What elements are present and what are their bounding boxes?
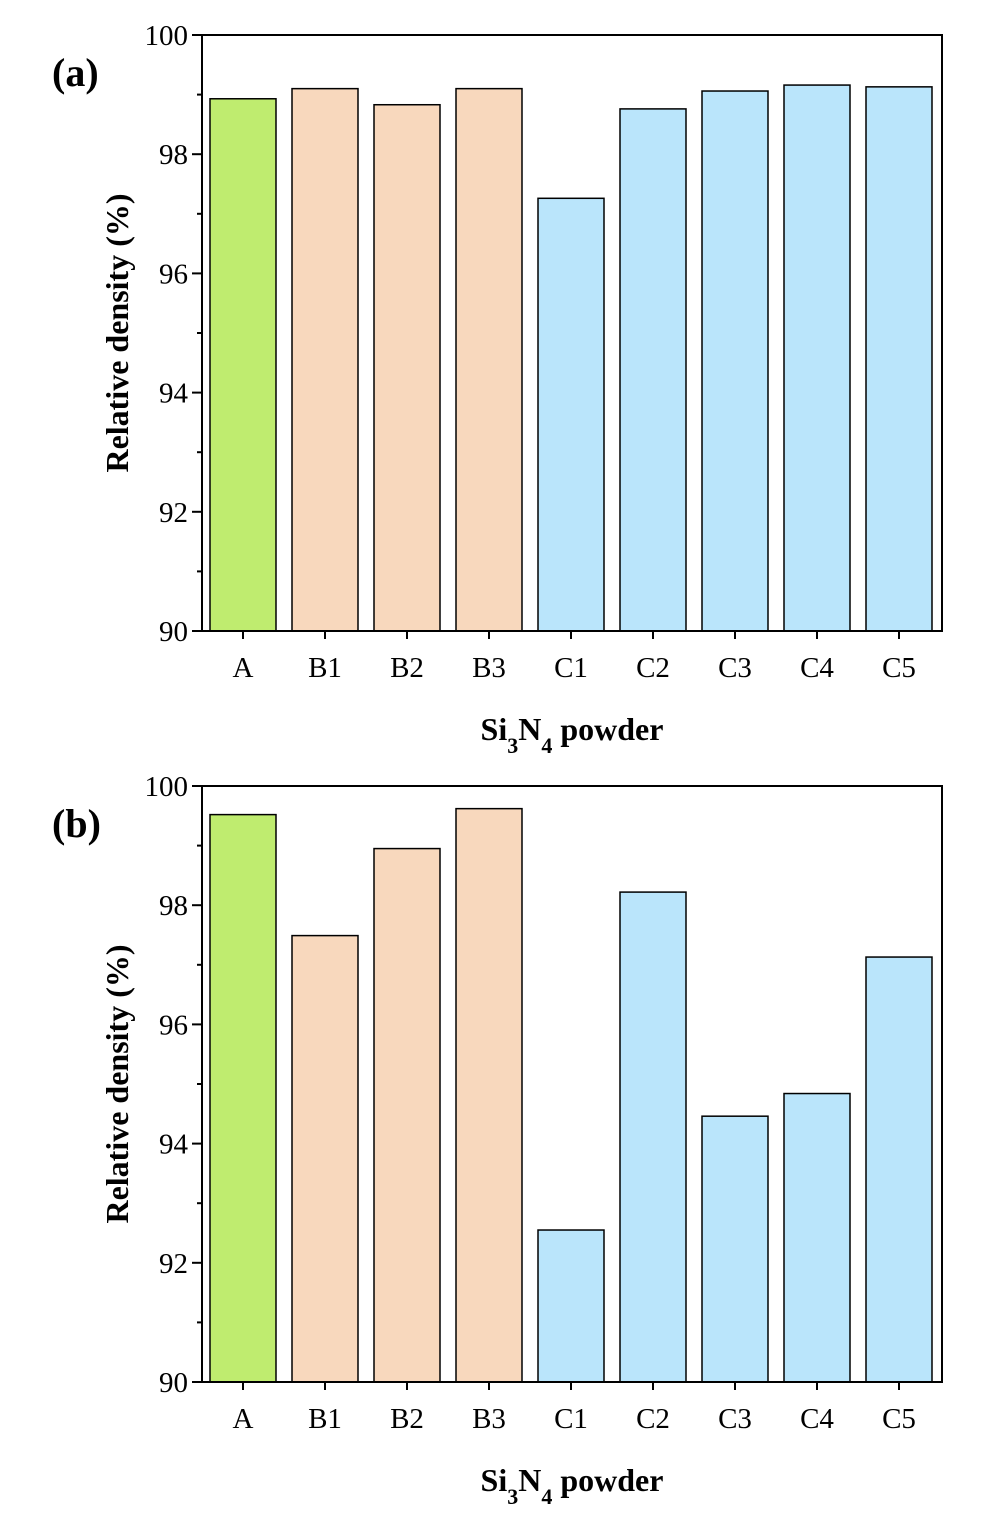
x-tick-label-c5: C5 xyxy=(882,652,916,684)
bar-b2 xyxy=(373,103,441,632)
x-tick-label-b3: B3 xyxy=(472,652,506,684)
bar-b3 xyxy=(455,807,523,1383)
y-tick-label: 92 xyxy=(159,1248,188,1280)
x-tick-label-c2: C2 xyxy=(636,1403,670,1435)
bar-b2 xyxy=(373,847,441,1383)
x-axis-title: Si3N4 powder xyxy=(481,1462,664,1509)
bar-c1 xyxy=(537,1229,605,1383)
chart-panel-b: 90 92 94 96 98 100 A B1 B2 B3 C1 C2 C3 C4 C5 (b) Si3N4 p… xyxy=(52,771,943,1509)
y-tick-label: 100 xyxy=(145,20,189,52)
x-tick-label-b2: B2 xyxy=(390,652,424,684)
x-tick-label-c3: C3 xyxy=(718,1403,752,1435)
x-tick-label-c1: C1 xyxy=(554,1403,588,1435)
y-tick-label: 100 xyxy=(145,771,189,803)
y-axis-title: Relative density (%) xyxy=(99,944,135,1223)
panel-label: (a) xyxy=(52,50,99,95)
bar-b1 xyxy=(291,934,359,1383)
bar-c5 xyxy=(865,86,933,632)
y-tick-label: 96 xyxy=(159,258,188,290)
bar-c1 xyxy=(537,197,605,632)
y-tick-label: 92 xyxy=(159,497,188,529)
x-tick-label-c4: C4 xyxy=(800,1403,834,1435)
x-tick-label-b2: B2 xyxy=(390,1403,424,1435)
x-tick-label-c4: C4 xyxy=(800,652,834,684)
x-tick-label-c2: C2 xyxy=(636,652,670,684)
x-tick-label-b1: B1 xyxy=(308,1403,342,1435)
x-tick-label-c3: C3 xyxy=(718,652,752,684)
bar-c4 xyxy=(783,1092,851,1383)
bar-a xyxy=(209,98,277,632)
x-tick-label-c5: C5 xyxy=(882,1403,916,1435)
bar-b1 xyxy=(291,87,359,632)
y-tick-label: 98 xyxy=(159,139,188,171)
y-tick-label: 94 xyxy=(159,1129,189,1161)
bar-c3 xyxy=(701,1115,769,1383)
panel-label: (b) xyxy=(52,801,101,846)
bar-c5 xyxy=(865,956,933,1383)
y-tick-label: 94 xyxy=(159,378,189,410)
x-tick-label-c1: C1 xyxy=(554,652,588,684)
x-tick-label-b3: B3 xyxy=(472,1403,506,1435)
bar-c2 xyxy=(619,891,687,1383)
bar-c2 xyxy=(619,108,687,632)
y-tick-label: 96 xyxy=(159,1009,188,1041)
x-axis-title: Si3N4 powder xyxy=(481,711,664,758)
y-axis-title: Relative density (%) xyxy=(99,193,135,472)
x-tick-label-b1: B1 xyxy=(308,652,342,684)
y-tick-label: 98 xyxy=(159,890,188,922)
x-tick-label-a: A xyxy=(233,1403,254,1435)
bar-c3 xyxy=(701,90,769,632)
x-tick-label-a: A xyxy=(233,652,254,684)
y-tick-label: 90 xyxy=(159,616,188,648)
bar-c4 xyxy=(783,84,851,632)
chart-panel-a: 90 92 94 96 98 100 A B1 B2 B3 C1 C2 C3 C4 C5 (a) Si3N4 p… xyxy=(52,20,943,758)
bar-b3 xyxy=(455,87,523,632)
bar-a xyxy=(209,813,277,1383)
y-tick-label: 90 xyxy=(159,1367,188,1399)
